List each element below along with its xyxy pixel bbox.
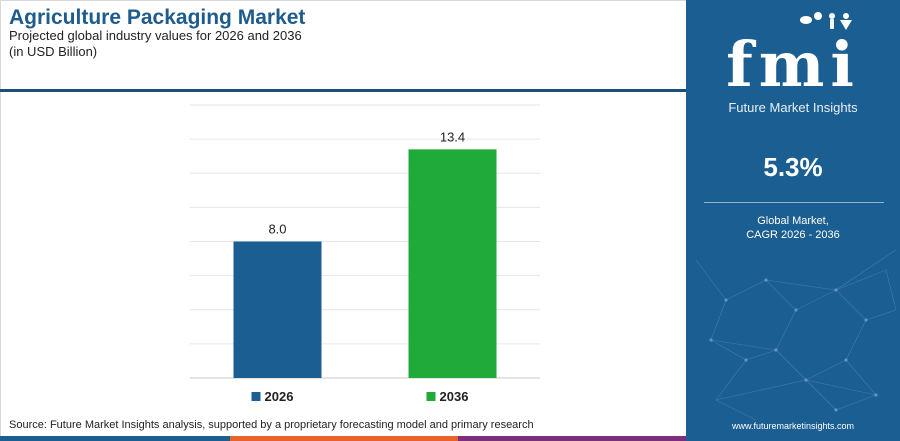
logo-text: fmi [726, 28, 860, 101]
source-note: Source: Future Market Insights analysis,… [9, 419, 534, 431]
bottom-bar-segment [0, 436, 230, 441]
chart-subtitle: Projected global industry values for 202… [9, 28, 302, 60]
bar-2036 [408, 149, 497, 378]
header-divider [0, 89, 686, 92]
subtitle-line-1: Projected global industry values for 202… [9, 28, 302, 43]
legend-label-2026: 2026 [265, 389, 294, 404]
website-link[interactable]: www.futuremarketinsights.com [731, 421, 855, 431]
cagr-value: 5.3% [763, 152, 823, 182]
chart-legend: 2026 2036 [251, 389, 469, 404]
chart-data-labels: 8.0 13.4 [268, 129, 465, 236]
cagr-divider [704, 202, 884, 203]
data-label-2036: 13.4 [440, 129, 465, 144]
bottom-bar-segment [458, 436, 686, 441]
legend-swatch-2026 [251, 392, 261, 401]
bar-chart: 8.0 13.4 2026 2036 [190, 104, 540, 404]
chart-title: Agriculture Packaging Market [9, 6, 306, 29]
cagr-label-line-2: CAGR 2026 - 2036 [746, 229, 840, 241]
cagr-label-line-1: Global Market, [757, 215, 829, 227]
logo-figures-icon [800, 12, 852, 30]
legend-swatch-2036 [426, 392, 436, 401]
sidebar-panel: fmi Future Market Insights 5.3% Global M… [686, 0, 900, 441]
chart-bars [233, 149, 497, 378]
bar-2026 [233, 241, 322, 378]
bottom-bar-segment [686, 436, 900, 441]
fmi-logo: fmi Future Market Insights [686, 10, 900, 115]
data-label-2026: 8.0 [268, 222, 286, 237]
bottom-bar-segment [230, 436, 458, 441]
cagr-label: Global Market, CAGR 2026 - 2036 [686, 214, 900, 242]
logo-tagline: Future Market Insights [728, 100, 858, 115]
network-pattern-graphic [695, 249, 897, 421]
subtitle-line-2: (in USD Billion) [9, 44, 98, 59]
legend-label-2036: 2036 [440, 389, 469, 404]
